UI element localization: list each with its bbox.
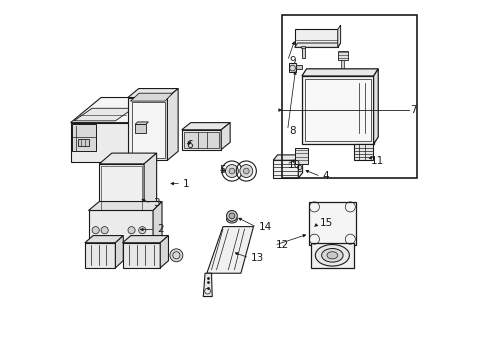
Circle shape <box>243 168 249 174</box>
Text: 1: 1 <box>183 179 189 189</box>
Polygon shape <box>301 76 373 144</box>
Polygon shape <box>297 164 301 171</box>
Text: 7: 7 <box>410 105 416 115</box>
Polygon shape <box>273 155 302 160</box>
Polygon shape <box>206 226 253 273</box>
Circle shape <box>226 211 237 221</box>
Circle shape <box>169 249 183 262</box>
Polygon shape <box>167 89 178 160</box>
Polygon shape <box>221 123 230 149</box>
Polygon shape <box>128 98 167 160</box>
Polygon shape <box>78 139 88 146</box>
Circle shape <box>228 168 234 174</box>
Circle shape <box>239 165 252 177</box>
Circle shape <box>101 226 108 234</box>
Circle shape <box>139 226 145 234</box>
Polygon shape <box>337 25 340 47</box>
Ellipse shape <box>326 252 337 259</box>
Polygon shape <box>273 160 298 178</box>
Polygon shape <box>128 89 178 98</box>
Ellipse shape <box>226 216 237 223</box>
Polygon shape <box>70 98 169 123</box>
Text: 14: 14 <box>258 222 271 232</box>
Circle shape <box>228 213 234 219</box>
Text: 12: 12 <box>276 240 289 250</box>
Polygon shape <box>85 235 123 243</box>
Polygon shape <box>294 30 337 47</box>
Text: 5: 5 <box>219 165 225 175</box>
Circle shape <box>128 226 135 234</box>
Text: 10: 10 <box>287 159 301 170</box>
Polygon shape <box>182 130 221 149</box>
Ellipse shape <box>321 248 343 262</box>
Text: 8: 8 <box>289 126 295 135</box>
Polygon shape <box>373 69 378 144</box>
Polygon shape <box>99 164 144 212</box>
Text: 13: 13 <box>250 253 264 263</box>
Polygon shape <box>294 148 308 164</box>
Polygon shape <box>289 63 295 72</box>
Polygon shape <box>153 202 162 244</box>
Ellipse shape <box>315 244 349 266</box>
Polygon shape <box>310 243 353 268</box>
Polygon shape <box>298 155 302 178</box>
Polygon shape <box>72 125 96 151</box>
Polygon shape <box>337 51 348 60</box>
Polygon shape <box>203 273 212 297</box>
Text: 4: 4 <box>322 171 328 181</box>
Text: 15: 15 <box>319 218 332 228</box>
Polygon shape <box>296 65 301 69</box>
Text: 6: 6 <box>186 140 193 150</box>
Polygon shape <box>340 60 344 69</box>
Circle shape <box>225 165 238 177</box>
Polygon shape <box>74 108 133 121</box>
Bar <box>282 15 416 178</box>
Polygon shape <box>135 125 145 134</box>
Polygon shape <box>115 235 123 268</box>
Text: 2: 2 <box>157 225 163 234</box>
Polygon shape <box>131 102 164 158</box>
Polygon shape <box>353 144 372 160</box>
Polygon shape <box>122 235 168 243</box>
Polygon shape <box>122 243 160 268</box>
Text: 3: 3 <box>153 198 160 208</box>
Polygon shape <box>183 132 219 148</box>
Polygon shape <box>301 69 378 76</box>
Polygon shape <box>88 211 153 244</box>
Polygon shape <box>160 235 168 268</box>
Polygon shape <box>304 79 370 141</box>
Polygon shape <box>135 122 148 125</box>
Polygon shape <box>99 153 156 164</box>
Polygon shape <box>139 98 169 162</box>
Polygon shape <box>182 123 230 130</box>
Polygon shape <box>88 202 162 211</box>
Polygon shape <box>70 123 139 162</box>
Polygon shape <box>301 47 304 58</box>
Polygon shape <box>308 202 355 244</box>
Polygon shape <box>130 93 172 101</box>
Polygon shape <box>294 43 340 47</box>
Text: 11: 11 <box>370 156 384 166</box>
Circle shape <box>92 226 99 234</box>
Polygon shape <box>144 153 156 212</box>
Text: 9: 9 <box>289 56 295 66</box>
Polygon shape <box>85 243 115 268</box>
Polygon shape <box>301 45 305 48</box>
